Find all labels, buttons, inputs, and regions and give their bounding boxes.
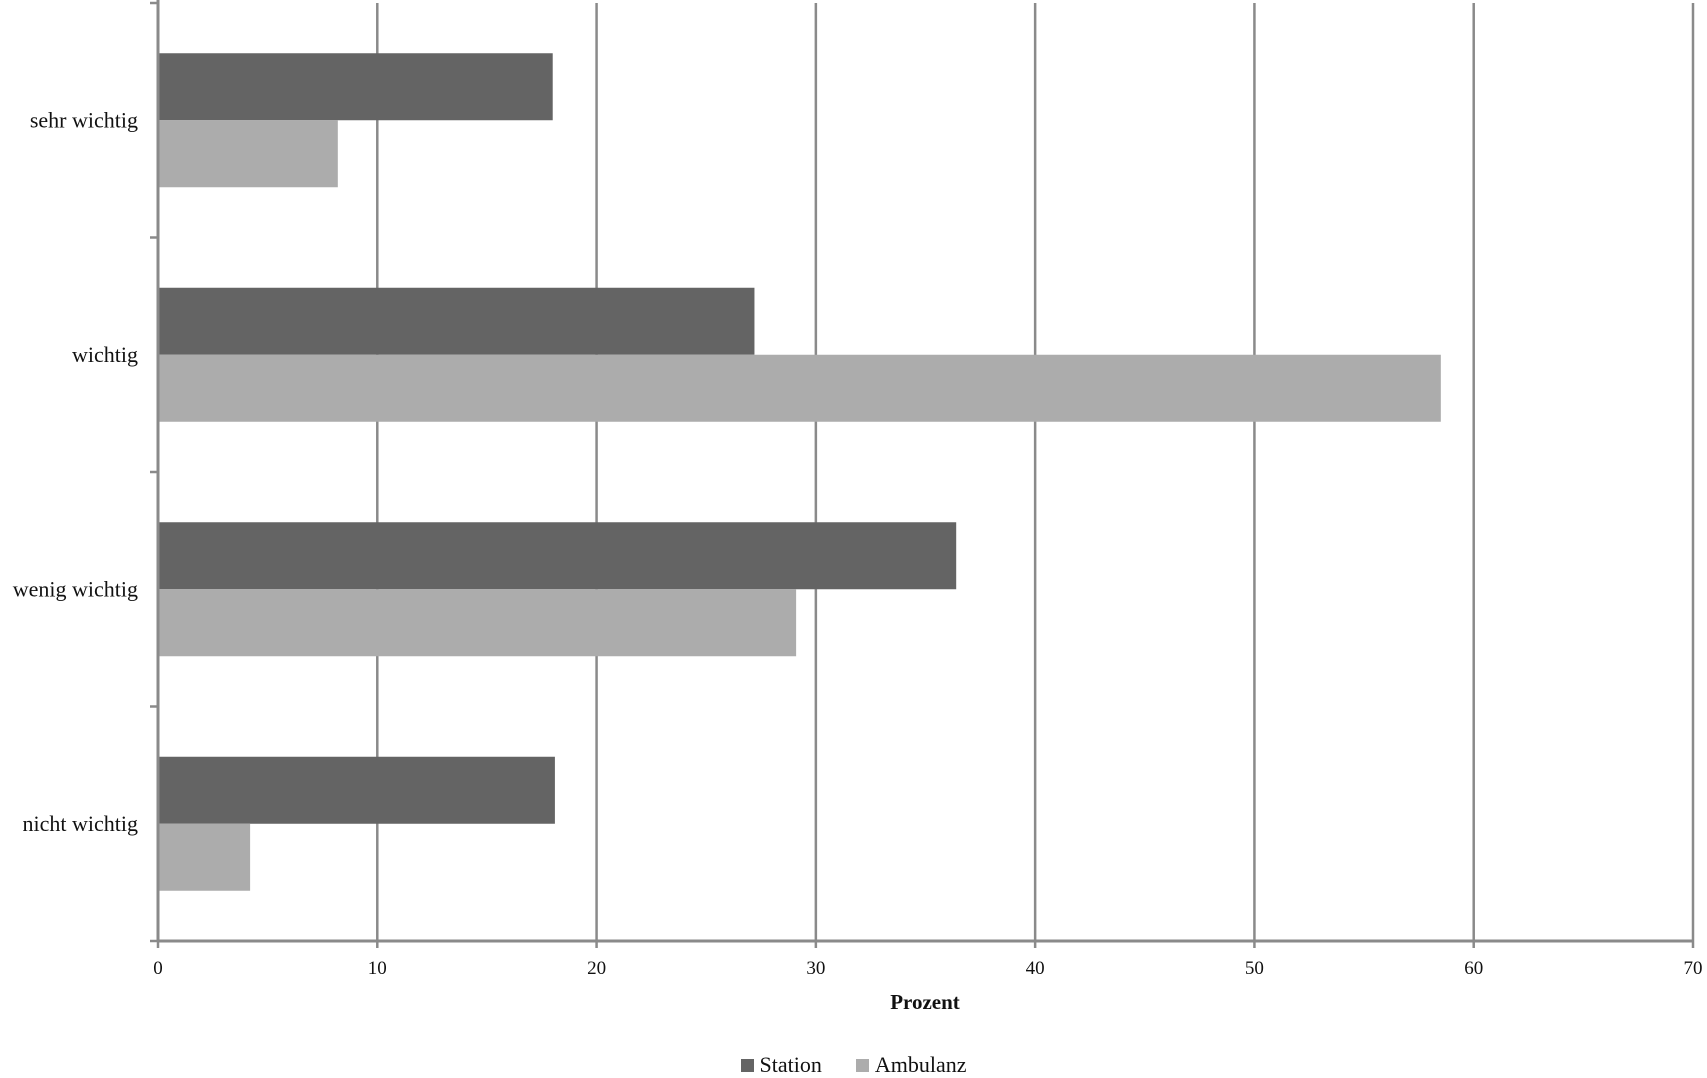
legend-label-station: Station	[759, 1052, 822, 1077]
x-tick-label: 60	[1464, 958, 1483, 979]
axes	[150, 0, 1695, 948]
category-label: wichtig	[72, 342, 138, 367]
x-tick-label: 30	[806, 958, 825, 979]
gridlines	[376, 3, 1695, 941]
bar-station-4	[158, 756, 555, 824]
category-label: sehr wichtig	[30, 107, 138, 132]
legend-swatch-ambulanz	[855, 1058, 869, 1072]
bar-station-1	[158, 53, 553, 121]
legend-item-station: Station	[740, 1052, 822, 1078]
legend-label-ambulanz: Ambulanz	[874, 1052, 967, 1077]
x-tick-label: 50	[1245, 958, 1264, 979]
category-label: nicht wichtig	[23, 811, 138, 836]
bar-ambulanz-2	[158, 354, 1441, 422]
legend: Station Ambulanz	[0, 1052, 1707, 1078]
legend-swatch-station	[740, 1058, 754, 1072]
bar-ambulanz-3	[158, 589, 797, 657]
bars	[158, 53, 1441, 891]
x-axis-title: Prozent	[890, 990, 960, 1014]
bar-station-2	[158, 287, 755, 355]
category-label: wenig wichtig	[13, 576, 138, 601]
bar-ambulanz-4	[158, 823, 251, 891]
bar-ambulanz-1	[158, 120, 338, 188]
x-tick-label: 10	[368, 958, 387, 979]
x-tick-label: 40	[1026, 958, 1045, 979]
labels: 0 10 20 30 40 50 60 70 sehr wichtig wichtig wenig …	[13, 107, 1703, 979]
bar-station-3	[158, 522, 957, 590]
x-tick-label: 70	[1684, 958, 1703, 979]
legend-item-ambulanz: Ambulanz	[855, 1052, 967, 1078]
x-tick-label: 0	[153, 958, 163, 979]
x-tick-label: 20	[587, 958, 606, 979]
